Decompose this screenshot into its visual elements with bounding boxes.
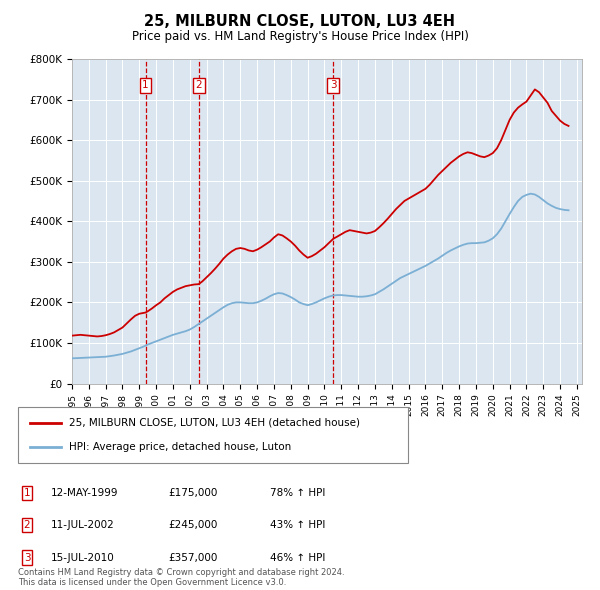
Text: 1: 1 <box>142 80 149 90</box>
Text: Price paid vs. HM Land Registry's House Price Index (HPI): Price paid vs. HM Land Registry's House … <box>131 30 469 43</box>
Text: £357,000: £357,000 <box>168 553 217 562</box>
Text: 1: 1 <box>23 488 31 497</box>
Text: Contains HM Land Registry data © Crown copyright and database right 2024.
This d: Contains HM Land Registry data © Crown c… <box>18 568 344 587</box>
Text: 25, MILBURN CLOSE, LUTON, LU3 4EH (detached house): 25, MILBURN CLOSE, LUTON, LU3 4EH (detac… <box>69 418 360 428</box>
Text: 2: 2 <box>196 80 202 90</box>
Text: £245,000: £245,000 <box>168 520 217 530</box>
Text: 43% ↑ HPI: 43% ↑ HPI <box>270 520 325 530</box>
Text: £175,000: £175,000 <box>168 488 217 497</box>
Text: HPI: Average price, detached house, Luton: HPI: Average price, detached house, Luto… <box>69 442 291 453</box>
Text: 11-JUL-2002: 11-JUL-2002 <box>51 520 115 530</box>
Text: 25, MILBURN CLOSE, LUTON, LU3 4EH: 25, MILBURN CLOSE, LUTON, LU3 4EH <box>145 14 455 30</box>
Text: 2: 2 <box>23 520 31 530</box>
Text: 15-JUL-2010: 15-JUL-2010 <box>51 553 115 562</box>
FancyBboxPatch shape <box>18 407 408 463</box>
Text: 78% ↑ HPI: 78% ↑ HPI <box>270 488 325 497</box>
Text: 12-MAY-1999: 12-MAY-1999 <box>51 488 119 497</box>
Text: 3: 3 <box>330 80 337 90</box>
Text: 46% ↑ HPI: 46% ↑ HPI <box>270 553 325 562</box>
Text: 3: 3 <box>23 553 31 562</box>
